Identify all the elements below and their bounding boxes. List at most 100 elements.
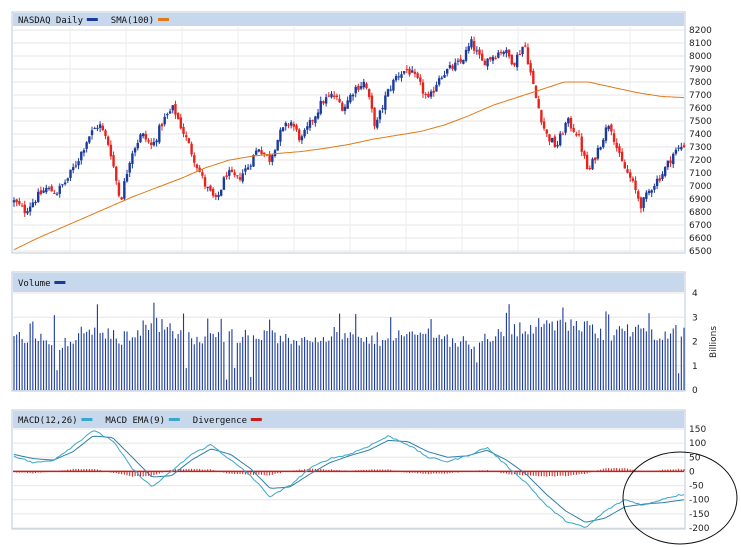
candle-body <box>451 65 454 69</box>
candle-body <box>653 185 656 190</box>
candle-body <box>249 165 252 167</box>
candle-body <box>316 112 320 119</box>
volume-legend-bar <box>13 273 684 292</box>
candle-body <box>45 187 48 193</box>
price-panel: NASDAQ Daily SMA(100) 8200 8100 8000 7900 780… <box>11 11 712 257</box>
candle-body <box>580 136 583 152</box>
candle-body <box>515 54 519 68</box>
candle-body <box>115 166 118 181</box>
price-legend: NASDAQ Daily SMA(100) <box>18 16 169 26</box>
candle-body <box>464 49 468 61</box>
price-tick-label: 7300 <box>689 143 712 153</box>
candle-body <box>330 93 333 98</box>
macd-legend: MACD(12,26) MACD EMA(9) Divergence <box>18 416 262 426</box>
candle-body <box>327 95 331 97</box>
candle-body <box>96 127 99 129</box>
candle-body <box>152 141 156 146</box>
macd-y-axis: 150 100 50 0 -50 -100 -150 -200 <box>689 425 710 534</box>
candle-body <box>80 151 83 161</box>
candle-body <box>158 125 161 143</box>
candle-body <box>182 126 185 135</box>
candle-body <box>480 53 484 61</box>
candle-body <box>472 41 476 51</box>
macd-signal-line <box>13 435 685 523</box>
candle-body <box>163 116 166 125</box>
candle-body <box>567 118 570 124</box>
candle-body <box>655 178 659 187</box>
candle-body <box>545 129 548 134</box>
candle-body <box>682 145 686 148</box>
candle-body <box>502 51 505 54</box>
candle-body <box>373 107 376 127</box>
candle-body <box>174 103 177 115</box>
candle-body <box>252 155 255 167</box>
candle-body <box>674 149 678 154</box>
candle-body <box>20 205 24 207</box>
candle-body <box>179 117 183 129</box>
candle-body <box>612 133 616 142</box>
candle-body <box>548 134 551 142</box>
legend-swatch-0 <box>81 418 93 421</box>
candle-body <box>585 154 589 170</box>
candle-body <box>23 204 26 214</box>
candle-body <box>386 89 390 97</box>
candle-body <box>349 94 352 103</box>
candle-body <box>607 126 610 130</box>
candle-body <box>540 110 543 123</box>
candle-body <box>195 164 199 169</box>
candle-body <box>634 180 637 191</box>
volume-tick-label: 0 <box>692 386 698 396</box>
volume-y-axis: 0 1 2 3 4 Billions <box>692 289 719 396</box>
candle-body <box>341 102 344 111</box>
candle-body <box>513 62 516 66</box>
candle-body <box>467 46 470 51</box>
candle-body <box>594 157 597 161</box>
candle-body <box>233 172 236 176</box>
candle-body <box>136 142 139 149</box>
candle-body <box>90 130 94 136</box>
candle-body <box>491 56 495 61</box>
candle-body <box>55 193 59 195</box>
volume-tick-label: 4 <box>692 289 698 299</box>
candle-body <box>424 94 427 96</box>
candle-body <box>376 119 379 128</box>
candle-body <box>260 150 263 155</box>
candle-body <box>203 177 207 187</box>
price-tick-label: 7000 <box>689 182 712 192</box>
macd-tick-label: 0 <box>689 467 695 477</box>
candle-body <box>446 68 449 74</box>
candle-body <box>569 117 573 129</box>
candle-body <box>462 59 465 64</box>
candle-body <box>384 95 387 110</box>
candle-body <box>42 190 45 193</box>
candle-body <box>144 133 148 140</box>
candle-body <box>28 206 32 212</box>
candle-body <box>128 162 131 173</box>
candle-body <box>599 147 602 150</box>
price-tick-label: 6700 <box>689 221 712 231</box>
price-panel-frame <box>11 11 686 254</box>
volume-marks <box>13 302 685 390</box>
candle-body <box>663 167 667 176</box>
candle-body <box>357 85 360 90</box>
candle-body <box>615 142 618 149</box>
candle-body <box>47 187 51 189</box>
candle-body <box>324 97 328 104</box>
candle-body <box>443 75 446 78</box>
candle-body <box>82 150 86 153</box>
candle-body <box>432 90 435 93</box>
candle-body <box>588 168 592 170</box>
candle-body <box>217 194 220 197</box>
candle-body <box>672 153 675 165</box>
price-tick-label: 7900 <box>689 65 712 75</box>
candle-body <box>287 124 290 126</box>
legend-label-1: MACD EMA(9) <box>105 416 165 426</box>
candle-body <box>497 52 500 58</box>
candle-body <box>335 95 339 97</box>
candle-body <box>300 136 304 141</box>
candle-body <box>346 100 349 109</box>
candle-body <box>343 106 347 111</box>
candle-body <box>141 133 145 137</box>
candle-body <box>561 133 565 135</box>
